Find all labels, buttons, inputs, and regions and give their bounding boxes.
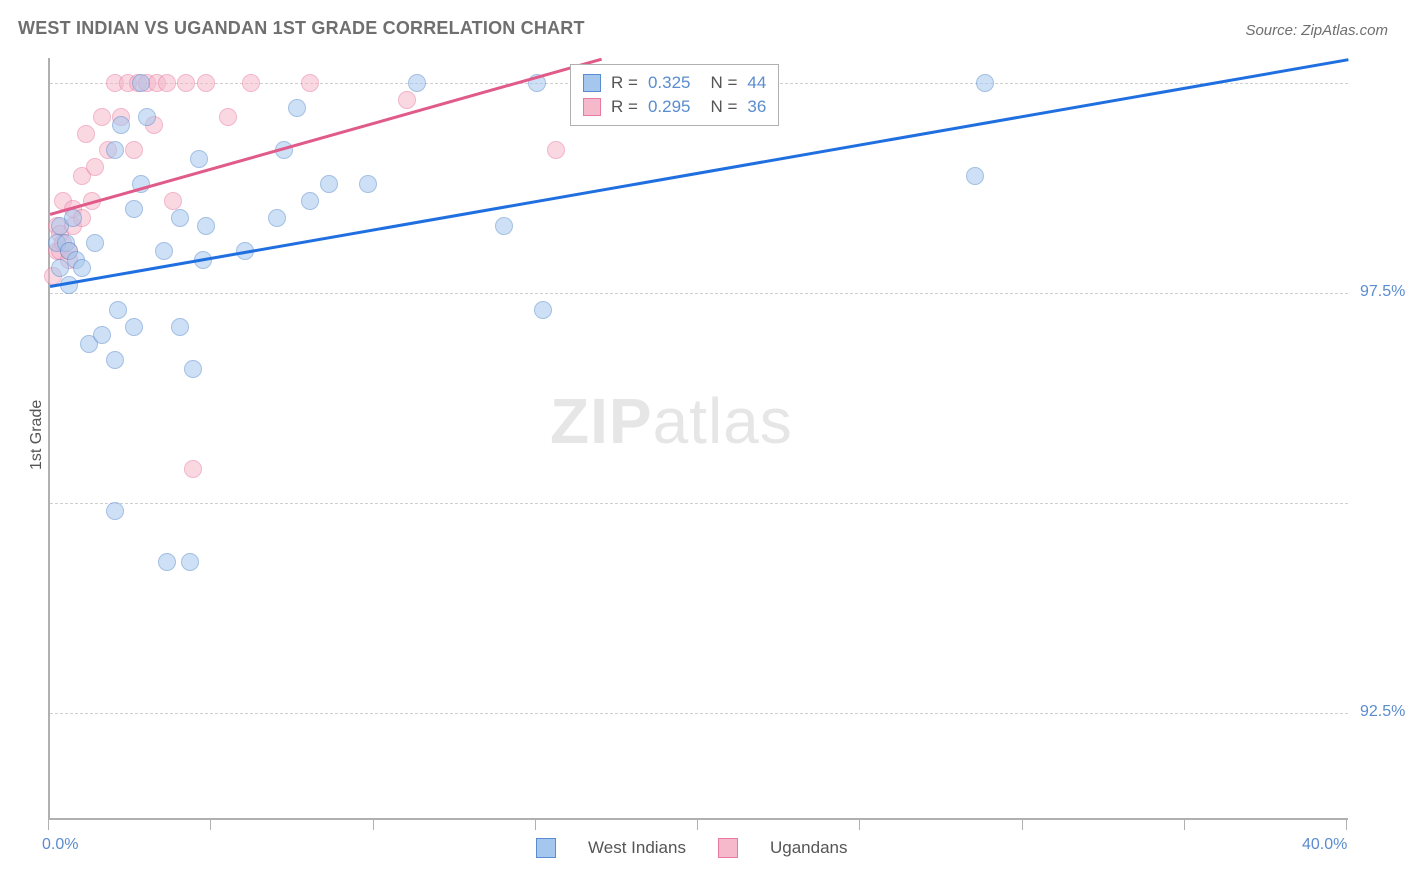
scatter-point [976, 74, 994, 92]
scatter-point [86, 234, 104, 252]
stats-n-value-a: 44 [747, 73, 766, 93]
stats-legend-box: R = 0.325 N = 44 R = 0.295 N = 36 [570, 64, 779, 126]
bottom-legend: West Indians Ugandans [536, 838, 847, 858]
scatter-point [398, 91, 416, 109]
scatter-point [408, 74, 426, 92]
scatter-point [51, 259, 69, 277]
scatter-point [301, 192, 319, 210]
source-credit: Source: ZipAtlas.com [1245, 22, 1388, 39]
scatter-point [184, 460, 202, 478]
scatter-point [219, 108, 237, 126]
scatter-point [181, 553, 199, 571]
scatter-point [158, 553, 176, 571]
scatter-point [966, 167, 984, 185]
legend-label-a: West Indians [588, 838, 686, 858]
scatter-point [64, 209, 82, 227]
scatter-point [125, 200, 143, 218]
scatter-point [125, 318, 143, 336]
scatter-point [164, 192, 182, 210]
scatter-point [268, 209, 286, 227]
swatch-series-a-icon [583, 74, 601, 92]
scatter-point [301, 74, 319, 92]
scatter-point [93, 108, 111, 126]
x-tick [48, 818, 49, 830]
gridline [50, 293, 1348, 294]
scatter-point [171, 209, 189, 227]
scatter-point [73, 259, 91, 277]
scatter-point [112, 116, 130, 134]
x-tick-label: 0.0% [42, 836, 78, 854]
scatter-point [77, 125, 95, 143]
scatter-point [197, 74, 215, 92]
gridline [50, 713, 1348, 714]
stats-r-value-b: 0.295 [648, 97, 691, 117]
scatter-point [197, 217, 215, 235]
scatter-point [288, 99, 306, 117]
stats-row-b: R = 0.295 N = 36 [583, 95, 766, 119]
scatter-point [177, 74, 195, 92]
scatter-point [158, 74, 176, 92]
stats-n-label-a: N = [710, 73, 737, 93]
chart-title: WEST INDIAN VS UGANDAN 1ST GRADE CORRELA… [18, 18, 585, 39]
scatter-point [547, 141, 565, 159]
x-tick [535, 818, 536, 830]
x-tick [859, 818, 860, 830]
scatter-point [155, 242, 173, 260]
scatter-point [109, 301, 127, 319]
scatter-point [125, 141, 143, 159]
stats-n-label-b: N = [710, 97, 737, 117]
legend-swatch-b-icon [718, 838, 738, 858]
swatch-series-b-icon [583, 98, 601, 116]
scatter-point [106, 502, 124, 520]
gridline [50, 503, 1348, 504]
stats-r-label-a: R = [611, 73, 638, 93]
scatter-point [93, 326, 111, 344]
scatter-point [242, 74, 260, 92]
x-tick [697, 818, 698, 830]
x-tick [1022, 818, 1023, 830]
scatter-point [184, 360, 202, 378]
x-tick [1184, 818, 1185, 830]
legend-label-b: Ugandans [770, 838, 848, 858]
scatter-point [106, 351, 124, 369]
scatter-point [190, 150, 208, 168]
stats-r-value-a: 0.325 [648, 73, 691, 93]
scatter-point [86, 158, 104, 176]
legend-swatch-a-icon [536, 838, 556, 858]
stats-n-value-b: 36 [747, 97, 766, 117]
y-tick-label: 92.5% [1360, 703, 1405, 721]
y-tick-label: 97.5% [1360, 283, 1405, 301]
scatter-point [132, 74, 150, 92]
x-tick-label: 40.0% [1302, 836, 1347, 854]
scatter-point [359, 175, 377, 193]
scatter-point [171, 318, 189, 336]
x-tick [373, 818, 374, 830]
stats-r-label-b: R = [611, 97, 638, 117]
scatter-point [106, 141, 124, 159]
y-axis-label: 1st Grade [28, 400, 46, 470]
x-tick [1346, 818, 1347, 830]
scatter-point [534, 301, 552, 319]
plot-area [48, 58, 1348, 820]
scatter-point [320, 175, 338, 193]
stats-row-a: R = 0.325 N = 44 [583, 71, 766, 95]
x-tick [210, 818, 211, 830]
scatter-point [495, 217, 513, 235]
